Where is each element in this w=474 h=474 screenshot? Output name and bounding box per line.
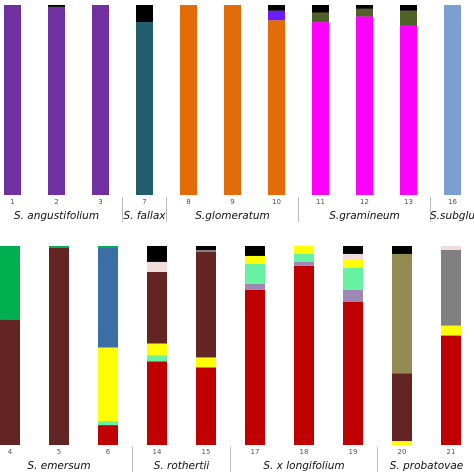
bar-segment [196, 246, 216, 250]
bar-segment [147, 246, 167, 262]
bar-segment [268, 5, 285, 11]
bar-segment [245, 255, 265, 264]
x-tick-label: 11 [316, 198, 325, 206]
bar-segment [98, 425, 118, 445]
x-tick-label: 17 [251, 448, 260, 456]
bar-segment [343, 289, 363, 302]
bar-segment [98, 347, 118, 422]
bar-segment [441, 246, 461, 250]
bar-segment [196, 251, 216, 358]
bar-segment [343, 267, 363, 290]
bar-segment [444, 5, 461, 195]
x-tick-label: 2 [54, 198, 58, 206]
bar-segment [224, 5, 241, 195]
x-tick-label: 13 [404, 198, 413, 206]
group-label: S.gramineum [329, 210, 400, 222]
x-tick-label: 1 [10, 198, 14, 206]
bar-segment [49, 247, 69, 445]
x-tick-label: 8 [186, 198, 190, 206]
bar-segment [294, 265, 314, 445]
x-tick-label: 20 [398, 448, 407, 456]
bar-segment [245, 263, 265, 284]
bar-segment [4, 5, 21, 195]
x-tick-label: 12 [360, 198, 369, 206]
bar-segment [0, 246, 20, 320]
group-label: S. probatovae [390, 460, 464, 472]
x-tick-label: 15 [202, 448, 211, 456]
bar-segment [392, 441, 412, 445]
bar-segment [441, 335, 461, 445]
bar-segment [147, 343, 167, 356]
bar-segment [343, 259, 363, 268]
group-label: S.glomeratum [195, 210, 269, 222]
bar-segment [392, 246, 412, 254]
x-tick-label: 9 [230, 198, 234, 206]
bar-segment [268, 10, 285, 21]
x-tick-label: 3 [98, 198, 102, 206]
bar-segment [49, 246, 69, 248]
x-tick-label: 14 [153, 448, 162, 456]
bar-segment [441, 249, 461, 326]
group-label: S. x longifolium [263, 460, 344, 472]
bar-segment [0, 319, 20, 445]
bar-segment [196, 367, 216, 445]
bar-segment [343, 246, 363, 254]
x-tick-label: 18 [300, 448, 309, 456]
bar-segment [196, 249, 216, 252]
bar-segment [343, 301, 363, 445]
bar-segment [136, 5, 153, 23]
bar-segment [343, 253, 363, 260]
group-label: S.subglu [430, 210, 474, 222]
bar-segment [400, 10, 417, 26]
bar-segment [147, 261, 167, 272]
bar-segment [136, 22, 153, 195]
bar-segment [312, 12, 329, 23]
bar-segment [48, 5, 65, 7]
bar-segment [312, 5, 329, 13]
bar-segment [356, 8, 373, 17]
bar-segment [245, 246, 265, 256]
bar-segment [245, 283, 265, 290]
x-tick-label: 4 [8, 448, 13, 456]
bar-segment [147, 271, 167, 344]
bar-segment [400, 5, 417, 11]
bar-segment [356, 5, 373, 9]
bar-segment [392, 253, 412, 374]
bar-segment [441, 325, 461, 336]
x-tick-label: 21 [447, 448, 456, 456]
x-tick-label: 19 [349, 448, 358, 456]
bar-segment [98, 247, 118, 348]
bar-segment [400, 25, 417, 196]
bar-segment [294, 246, 314, 254]
x-tick-label: 16 [448, 198, 457, 206]
bar-segment [356, 16, 373, 196]
bar-segment [392, 373, 412, 442]
x-tick-label: 10 [272, 198, 281, 206]
group-label: S. rothertii [154, 460, 210, 472]
bar-segment [147, 355, 167, 362]
bar-segment [98, 421, 118, 426]
bar-segment [312, 22, 329, 195]
group-label: S. emersum [27, 460, 90, 472]
bar-segment [245, 289, 265, 445]
x-tick-label: 5 [57, 448, 61, 456]
bar-segment [180, 5, 197, 195]
bar-segment [98, 246, 118, 248]
bar-segment [48, 6, 65, 196]
bar-segment [294, 253, 314, 262]
bar-segment [147, 361, 167, 445]
x-tick-label: 6 [106, 448, 111, 456]
bar-segment [294, 261, 314, 266]
bar-segment [268, 20, 285, 196]
bar-segment [196, 357, 216, 368]
group-label: S. fallax [124, 210, 167, 222]
group-label: S. angustifolium [14, 210, 99, 222]
bar-segment [92, 5, 109, 195]
x-tick-label: 7 [142, 198, 146, 206]
